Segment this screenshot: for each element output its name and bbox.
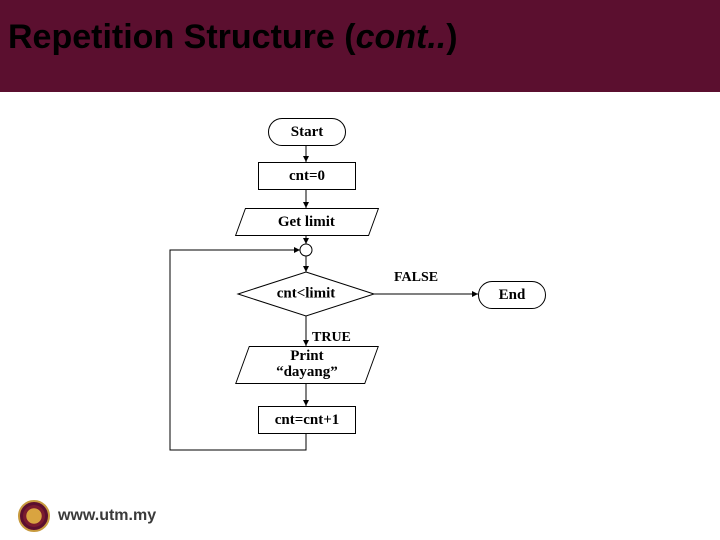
node-print-label: Print “dayang” <box>276 349 338 381</box>
edge-label-true: TRUE <box>312 330 351 346</box>
node-getlimit: Get limit <box>235 208 379 236</box>
node-incr-label: cnt=cnt+1 <box>275 412 340 429</box>
footer: www.utm.my <box>18 500 156 532</box>
node-end: End <box>478 281 546 309</box>
slide-title: Repetition Structure (cont..) <box>8 18 458 57</box>
title-prefix: Repetition Structure ( <box>8 18 356 56</box>
node-print: Print “dayang” <box>235 346 379 384</box>
title-italic: cont.. <box>356 18 447 56</box>
edge-label-false: FALSE <box>394 270 438 286</box>
node-end-label: End <box>499 287 526 304</box>
node-decision: cnt<limit <box>238 272 374 316</box>
node-getlimit-label: Get limit <box>278 214 335 231</box>
node-incr: cnt=cnt+1 <box>258 406 356 434</box>
flowchart: Start cnt=0 Get limit cnt<limit FALSE TR… <box>0 100 720 500</box>
utm-logo-icon <box>18 500 50 532</box>
title-suffix: ) <box>446 18 457 56</box>
node-start: Start <box>268 118 346 146</box>
node-init-label: cnt=0 <box>289 168 325 185</box>
node-decision-label: cnt<limit <box>238 286 374 303</box>
node-init: cnt=0 <box>258 162 356 190</box>
node-start-label: Start <box>291 124 324 141</box>
footer-url: www.utm.my <box>58 507 156 525</box>
